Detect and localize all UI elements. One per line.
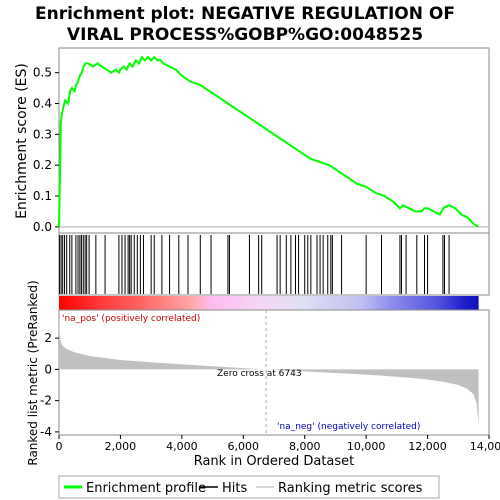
es-plot-frame <box>58 47 490 234</box>
metric-y-tick-label: -4 <box>40 425 52 439</box>
metric-x-ticks: 0 2,000 4,000 6,000 8,000 10,000 12,000 14,000 <box>56 435 500 453</box>
es-y-tick-label: 0.4 <box>33 97 52 111</box>
legend-label-enrichment: Enrichment profile <box>86 481 206 496</box>
legend-frame <box>58 475 440 499</box>
metric-x-tick-label: 12,000 <box>408 440 447 453</box>
ranking-color-band <box>59 296 479 310</box>
metric-y-tick-label: -2 <box>40 394 52 408</box>
color-band <box>59 296 479 310</box>
es-y-tick-label: 0.5 <box>33 66 52 80</box>
legend-label-hits: Hits <box>222 481 247 496</box>
metric-panel: 'na_pos' (positively correlated) Zero cr… <box>26 280 500 469</box>
legend-label-metric: Ranking metric scores <box>278 481 423 496</box>
hits-frame <box>58 232 490 296</box>
metric-y-axis-label: Ranked list metric (PreRanked) <box>26 280 40 465</box>
legend: Enrichment profile Hits Ranking metric s… <box>58 475 440 499</box>
metric-x-tick-label: 6,000 <box>228 440 260 453</box>
metric-y-tick-label: 0 <box>44 362 52 376</box>
na-pos-label: 'na_pos' (positively correlated) <box>62 314 200 324</box>
chart-title-line-2: VIRAL PROCESS%GOBP%GO:0048525 <box>67 25 423 45</box>
metric-x-tick-label: 2,000 <box>105 440 137 453</box>
metric-x-tick-label: 10,000 <box>347 440 386 453</box>
hit-marks <box>59 235 450 294</box>
es-y-tick-label: 0.2 <box>33 158 52 172</box>
chart-title-line-1: Enrichment plot: NEGATIVE REGULATION OF <box>35 4 455 24</box>
ranking-metric-area <box>59 313 479 428</box>
hits-panel <box>58 232 490 296</box>
es-y-ticks: 0.0 0.1 0.2 0.3 0.4 0.5 <box>33 66 59 234</box>
metric-y-ticks: 2 0 -2 -4 <box>40 331 59 439</box>
metric-y-tick-label: 2 <box>44 331 52 345</box>
enrichment-profile-line <box>58 55 480 228</box>
metric-x-axis-label: Rank in Ordered Dataset <box>194 454 355 469</box>
metric-x-tick-label: 14,000 <box>470 440 500 453</box>
metric-x-tick-label: 8,000 <box>289 440 321 453</box>
es-y-tick-label: 0.3 <box>33 127 52 141</box>
zero-cross-label: Zero cross at 6743 <box>217 369 302 379</box>
metric-x-tick-label: 0 <box>56 440 63 453</box>
metric-x-tick-label: 4,000 <box>166 440 198 453</box>
es-y-axis-label: Enrichment score (ES) <box>14 63 30 219</box>
es-panel: 0.0 0.1 0.2 0.3 0.4 0.5 Enrichment score (ES) <box>14 47 490 234</box>
es-y-tick-label: 0.1 <box>33 189 52 203</box>
es-y-tick-label: 0.0 <box>33 220 52 234</box>
na-neg-label: 'na_neg' (negatively correlated) <box>277 422 420 432</box>
